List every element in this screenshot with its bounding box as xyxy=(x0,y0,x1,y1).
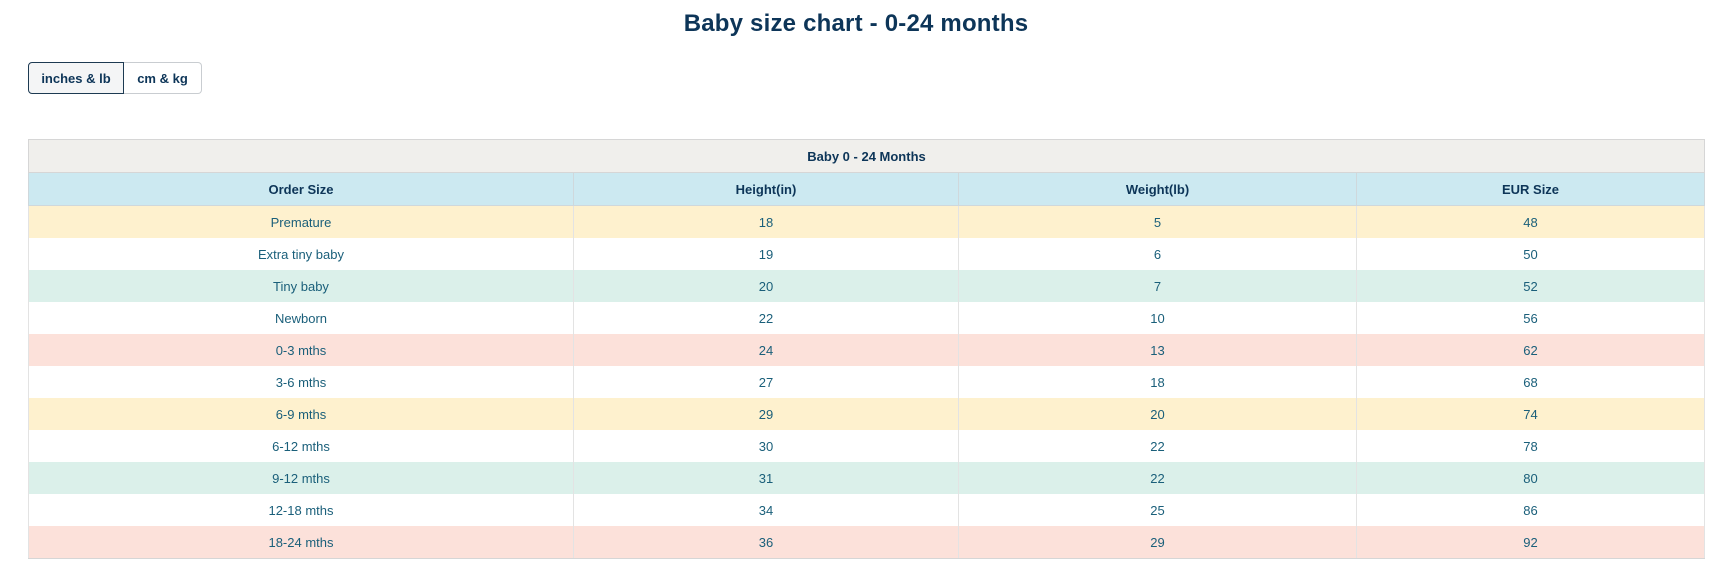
table-row: 9-12 mths 31 22 80 xyxy=(28,462,1706,494)
cm-kg-button[interactable]: cm & kg xyxy=(124,62,202,94)
cell-eur-size: 92 xyxy=(1355,526,1706,559)
cell-eur-size: 56 xyxy=(1355,302,1706,334)
cell-order-size: 3-6 mths xyxy=(28,366,574,398)
cell-order-size: 9-12 mths xyxy=(28,462,574,494)
header-eur-size: EUR Size xyxy=(1355,172,1706,206)
header-weight: Weight(lb) xyxy=(958,172,1357,206)
table-row: Newborn 22 10 56 xyxy=(28,302,1706,334)
table-row: 12-18 mths 34 25 86 xyxy=(28,494,1706,526)
cell-weight: 7 xyxy=(958,270,1357,302)
cell-eur-size: 74 xyxy=(1355,398,1706,430)
cell-eur-size: 68 xyxy=(1355,366,1706,398)
cell-height: 29 xyxy=(573,398,959,430)
cell-order-size: Tiny baby xyxy=(28,270,574,302)
cell-eur-size: 86 xyxy=(1355,494,1706,526)
cell-weight: 13 xyxy=(958,334,1357,366)
table-row: 6-12 mths 30 22 78 xyxy=(28,430,1706,462)
cell-height: 19 xyxy=(573,238,959,270)
cell-eur-size: 50 xyxy=(1355,238,1706,270)
cell-weight: 25 xyxy=(958,494,1357,526)
table-row: Premature 18 5 48 xyxy=(28,205,1706,238)
cell-eur-size: 62 xyxy=(1355,334,1706,366)
header-height: Height(in) xyxy=(573,172,959,206)
unit-toggle: inches & lb cm & kg xyxy=(28,62,202,94)
cell-weight: 5 xyxy=(958,205,1357,238)
cell-order-size: Extra tiny baby xyxy=(28,238,574,270)
cell-order-size: 0-3 mths xyxy=(28,334,574,366)
cell-order-size: 12-18 mths xyxy=(28,494,574,526)
cell-height: 18 xyxy=(573,205,959,238)
cell-eur-size: 80 xyxy=(1355,462,1706,494)
page-title: Baby size chart - 0-24 months xyxy=(683,10,1029,37)
inches-lb-button[interactable]: inches & lb xyxy=(28,62,124,94)
cell-weight: 22 xyxy=(958,430,1357,462)
table-row: Extra tiny baby 19 6 50 xyxy=(28,238,1706,270)
cell-order-size: 6-12 mths xyxy=(28,430,574,462)
table-row: 0-3 mths 24 13 62 xyxy=(28,334,1706,366)
cell-height: 22 xyxy=(573,302,959,334)
cell-height: 27 xyxy=(573,366,959,398)
cell-order-size: Newborn xyxy=(28,302,574,334)
cell-height: 34 xyxy=(573,494,959,526)
table-header-row: Order Size Height(in) Weight(lb) EUR Siz… xyxy=(28,172,1706,206)
cell-eur-size: 48 xyxy=(1355,205,1706,238)
cell-height: 36 xyxy=(573,526,959,559)
cell-weight: 18 xyxy=(958,366,1357,398)
table-caption: Baby 0 - 24 Months xyxy=(27,139,1706,173)
table-body: Premature 18 5 48 Extra tiny baby 19 6 50 Tiny b… xyxy=(28,205,1706,559)
cell-order-size: 18-24 mths xyxy=(28,526,574,559)
table-row: Tiny baby 20 7 52 xyxy=(28,270,1706,302)
cell-weight: 29 xyxy=(958,526,1357,559)
cell-order-size: 6-9 mths xyxy=(28,398,574,430)
table-row: 3-6 mths 27 18 68 xyxy=(28,366,1706,398)
cell-weight: 20 xyxy=(958,398,1357,430)
table-caption-row: Baby 0 - 24 Months xyxy=(27,139,1706,173)
cell-height: 31 xyxy=(573,462,959,494)
cell-height: 30 xyxy=(573,430,959,462)
size-table: Baby 0 - 24 Months Order Size Height(in)… xyxy=(27,139,1706,559)
table-row: 6-9 mths 29 20 74 xyxy=(28,398,1706,430)
cell-weight: 6 xyxy=(958,238,1357,270)
cell-order-size: Premature xyxy=(28,205,574,238)
cell-weight: 10 xyxy=(958,302,1357,334)
cell-height: 20 xyxy=(573,270,959,302)
cell-eur-size: 78 xyxy=(1355,430,1706,462)
table-row: 18-24 mths 36 29 92 xyxy=(28,526,1706,559)
cell-weight: 22 xyxy=(958,462,1357,494)
header-order-size: Order Size xyxy=(28,172,574,206)
cell-height: 24 xyxy=(573,334,959,366)
cell-eur-size: 52 xyxy=(1355,270,1706,302)
